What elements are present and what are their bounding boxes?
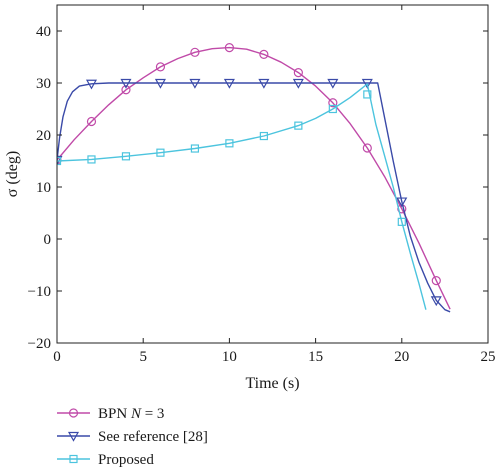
legend-item: BPN N = 3 [57,406,164,422]
data-point [431,276,441,286]
data-point [361,78,373,89]
y-axis: −20 −10 0 10 20 30 40 [28,24,488,352]
data-point [57,156,62,166]
series-layer [57,43,451,313]
data-point [224,43,234,53]
legend-item: Proposed [57,452,154,468]
data-point [190,144,200,153]
series-3 [57,83,427,310]
data-point [259,49,269,60]
legend: BPN N = 3 See reference [28] Proposed [57,406,208,468]
x-axis: 0 5 10 15 20 25 [53,5,496,365]
data-point [225,139,234,148]
legend-marker [69,454,78,464]
data-point [293,67,303,78]
data-point [86,116,97,127]
data-point [120,78,132,89]
series-2 [57,78,451,313]
x-axis-title: Time (s) [245,375,299,392]
data-point [294,121,303,130]
data-point [155,62,166,72]
x-tick-label: 0 [53,349,61,365]
x-tick-label: 20 [394,349,409,365]
data-point [156,148,165,157]
series-line [57,82,451,313]
data-point [363,90,372,99]
data-point [430,296,442,307]
y-axis-title: σ (deg) [4,151,21,197]
data-point [154,78,166,89]
y-tick-label: −20 [28,336,51,352]
y-tick-label: 0 [44,232,52,248]
series-line [57,83,427,310]
data-point [328,98,338,108]
plot-frame [56,4,489,344]
legend-label: BPN N = 3 [98,406,164,422]
data-point [328,104,337,114]
legend-label: See reference [28] [98,429,208,445]
data-point [190,47,200,57]
data-point [121,85,131,95]
y-tick-label: 20 [36,128,51,144]
data-point [121,152,131,161]
x-tick-label: 15 [308,349,323,365]
legend-label: Proposed [98,452,154,468]
x-tick-label: 10 [222,349,237,365]
data-point [223,78,235,89]
x-tick-label: 5 [139,349,147,365]
data-point [327,78,339,89]
data-point [259,131,268,141]
data-point [258,78,270,89]
y-tick-label: 30 [36,76,51,92]
data-point [85,79,98,90]
data-point [189,78,201,89]
y-tick-label: 40 [36,24,51,40]
data-point [396,197,408,208]
legend-marker [67,431,80,442]
data-point [87,155,96,164]
legend-marker [68,408,79,418]
y-tick-label: 10 [36,180,51,196]
series-1 [57,43,451,310]
y-tick-label: −10 [28,284,51,300]
data-point [292,78,304,89]
x-tick-label: 25 [481,349,496,365]
legend-item: See reference [28] [57,429,208,445]
data-point [362,143,372,153]
data-point [397,217,406,226]
